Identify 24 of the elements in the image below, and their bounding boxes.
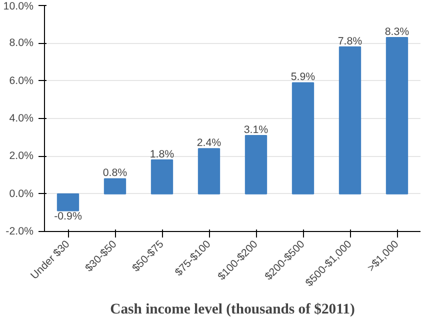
data-label: 5.9%	[290, 71, 316, 84]
y-tick-label: 10.0%	[3, 0, 34, 12]
data-label: 1.8%	[150, 148, 175, 160]
data-label: 3.1%	[244, 124, 269, 136]
bar	[198, 148, 220, 194]
bar	[386, 37, 408, 194]
bar	[150, 159, 174, 194]
bar	[104, 178, 126, 194]
bar	[56, 193, 80, 212]
y-tick-label: 4.0%	[9, 112, 34, 124]
y-tick-label: 8.0%	[9, 37, 34, 50]
bar	[292, 82, 314, 194]
data-label: 2.4%	[196, 136, 222, 149]
y-tick-label: 6.0%	[9, 74, 34, 87]
data-label: 7.8%	[338, 35, 363, 48]
y-tick-label: 2.0%	[9, 150, 34, 162]
data-label: 8.3%	[384, 26, 410, 38]
y-tick-label: 0.0%	[9, 188, 34, 200]
y-tick-label: -2.0%	[6, 226, 34, 238]
x-axis-title: Cash income level (thousands of $2011)	[110, 301, 355, 318]
data-label: -0.9%	[54, 210, 82, 222]
bar	[244, 134, 268, 194]
data-label: 0.8%	[102, 167, 128, 180]
bar	[338, 46, 362, 194]
